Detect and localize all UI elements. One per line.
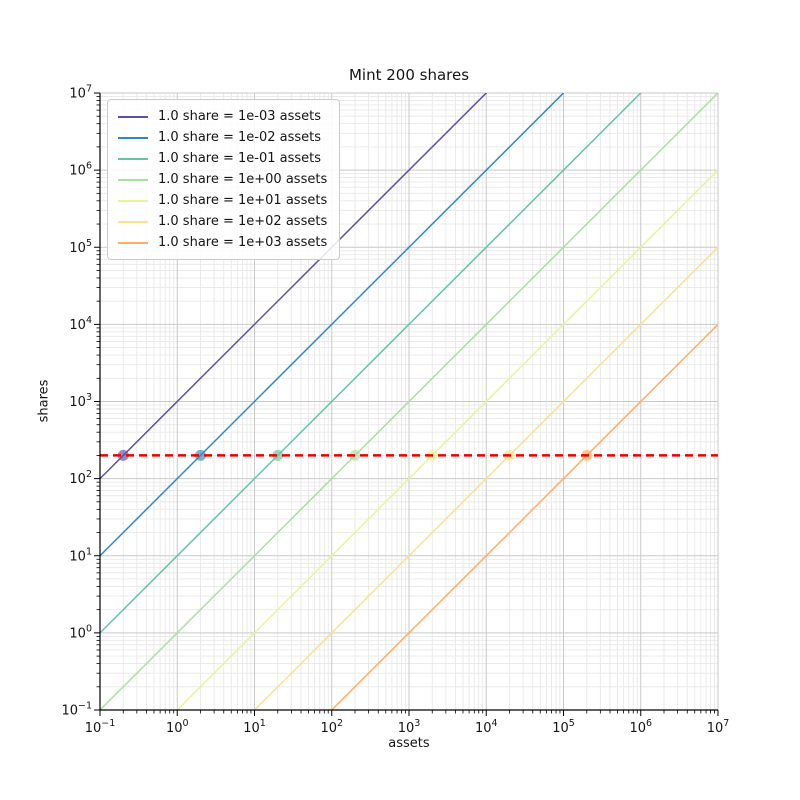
series-line-4 — [176, 169, 718, 710]
svg-text:10−1: 10−1 — [85, 718, 116, 736]
marker-point-3 — [349, 449, 361, 461]
svg-text:104: 104 — [69, 315, 92, 333]
legend-line-swatch — [118, 199, 148, 202]
svg-text:100: 100 — [166, 718, 189, 736]
svg-text:101: 101 — [69, 546, 92, 564]
series-line-2 — [100, 93, 642, 634]
series-line-3 — [100, 93, 718, 710]
legend-item-label: 1.0 share = 1e+02 assets — [158, 214, 328, 229]
svg-text:104: 104 — [475, 718, 498, 736]
legend-item-label: 1.0 share = 1e+01 assets — [158, 193, 328, 208]
x-tick-labels: 10−1 100 101 102 103 104 105 106 107 — [85, 718, 730, 736]
svg-text:105: 105 — [552, 718, 575, 736]
series-line-5 — [253, 246, 718, 710]
x-axis-label: assets — [388, 736, 430, 751]
legend-item-label: 1.0 share = 1e-03 assets — [158, 109, 322, 124]
legend-line-swatch — [118, 136, 148, 139]
legend-line-swatch — [118, 241, 148, 244]
svg-text:100: 100 — [69, 623, 92, 641]
legend-item-label: 1.0 share = 1e+03 assets — [158, 235, 328, 250]
legend-item-5: 1.0 share = 1e+02 assets — [118, 211, 327, 232]
y-axis-label: shares — [36, 379, 52, 423]
legend-line-swatch — [118, 220, 148, 223]
legend-item-4: 1.0 share = 1e+01 assets — [118, 190, 327, 211]
legend-item-label: 1.0 share = 1e-02 assets — [158, 130, 322, 145]
series-line-0 — [100, 93, 488, 480]
legend-item-label: 1.0 share = 1e+00 assets — [158, 172, 328, 187]
svg-text:106: 106 — [69, 161, 92, 179]
svg-text:102: 102 — [320, 718, 343, 736]
svg-text:101: 101 — [243, 718, 266, 736]
series-line-6 — [330, 323, 718, 710]
legend-item-label: 1.0 share = 1e-01 assets — [158, 151, 322, 166]
legend-item-3: 1.0 share = 1e+00 assets — [118, 169, 327, 190]
legend-line-swatch — [118, 115, 148, 118]
marker-point-2 — [272, 449, 284, 461]
series-lines — [100, 93, 718, 710]
marker-point-1 — [195, 449, 207, 461]
svg-text:106: 106 — [629, 718, 652, 736]
legend: 1.0 share = 1e-03 assets 1.0 share = 1e-0… — [107, 99, 341, 260]
svg-text:105: 105 — [69, 238, 92, 256]
svg-text:103: 103 — [69, 392, 92, 410]
svg-text:103: 103 — [398, 718, 421, 736]
legend-item-1: 1.0 share = 1e-02 assets — [118, 127, 327, 148]
legend-item-0: 1.0 share = 1e-03 assets — [118, 106, 327, 127]
marker-point-0 — [117, 449, 129, 461]
legend-item-2: 1.0 share = 1e-01 assets — [118, 148, 327, 169]
svg-text:10−1: 10−1 — [61, 701, 92, 719]
svg-text:102: 102 — [69, 469, 92, 487]
chart-title: Mint 200 shares — [348, 66, 470, 84]
svg-text:107: 107 — [69, 84, 92, 102]
y-tick-labels: 10−1 100 101 102 103 104 105 106 107 — [61, 84, 92, 719]
legend-line-swatch — [118, 178, 148, 181]
legend-item-6: 1.0 share = 1e+03 assets — [118, 232, 327, 253]
tick-marks — [94, 92, 719, 716]
legend-line-swatch — [118, 157, 148, 160]
svg-text:107: 107 — [707, 718, 730, 736]
